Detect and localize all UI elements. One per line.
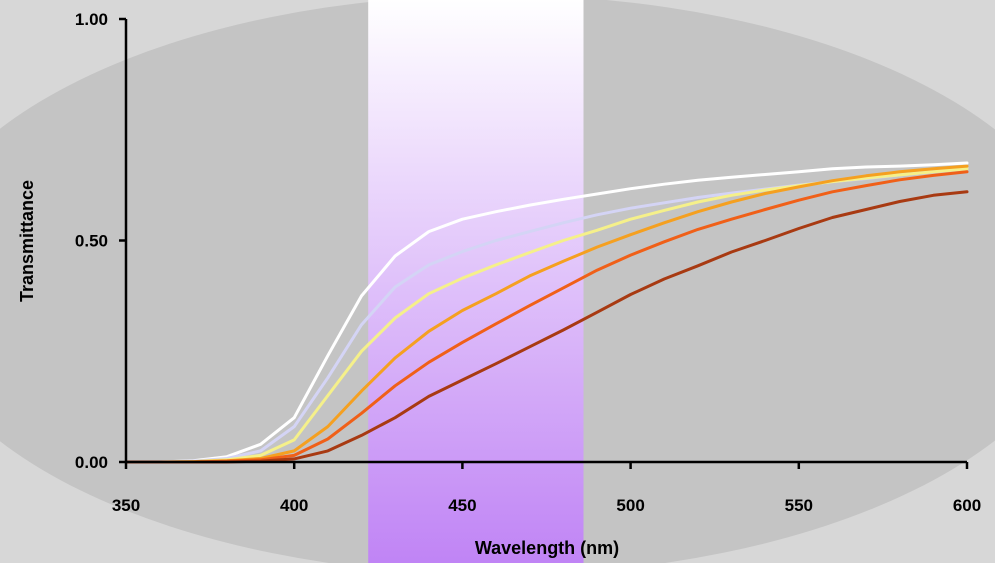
x-tick-label: 500 <box>616 496 644 515</box>
x-tick-label: 400 <box>280 496 308 515</box>
series-line-6 <box>124 190 969 464</box>
x-tick-label: 350 <box>112 496 140 515</box>
series-layer <box>124 161 969 464</box>
y-tick-label: 0.50 <box>75 232 108 251</box>
series-line-1 <box>124 161 969 464</box>
x-tick-label: 450 <box>448 496 476 515</box>
series-line-4 <box>124 164 969 464</box>
x-tick-label: 550 <box>785 496 813 515</box>
highlight-band <box>368 0 584 563</box>
y-tick-label: 0.00 <box>75 453 108 472</box>
series-line-5 <box>124 170 969 464</box>
axes: 350 400 450 500 550 600 0.00 0.50 1.00 <box>75 10 981 515</box>
x-tick-label: 600 <box>953 496 981 515</box>
y-tick-label: 1.00 <box>75 10 108 29</box>
y-axis-title: Transmittance <box>17 180 37 302</box>
x-axis-title: Wavelength (nm) <box>475 538 619 558</box>
